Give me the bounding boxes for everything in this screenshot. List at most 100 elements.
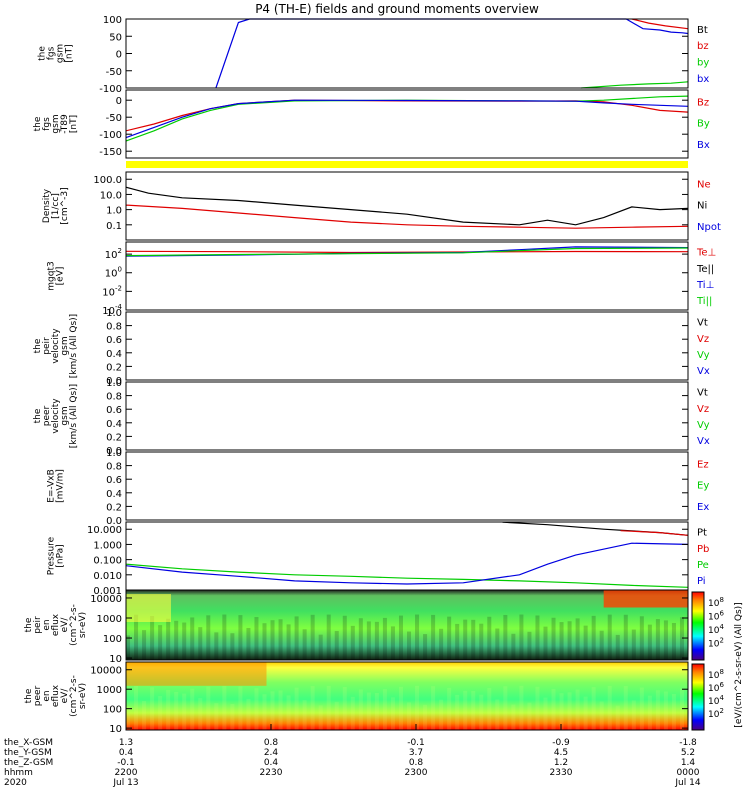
spectrogram-stripe (535, 686, 540, 730)
y-tick-label: 1.0 (106, 378, 122, 389)
y-axis-label-line: the (33, 408, 43, 423)
spectrogram-stripe (479, 694, 484, 730)
y-tick-label: 10 (109, 654, 122, 665)
y-axis-label: E=-VxB [mV/m] (47, 469, 66, 503)
colorbar-tick-label: 102 (708, 707, 724, 720)
spectrogram-stripe (479, 623, 484, 660)
panel-frame (125, 589, 689, 661)
y-axis-label: Pressure [nPa] (47, 536, 66, 575)
spectrogram-stripe (423, 704, 428, 730)
spectrogram-high-flux (603, 590, 688, 608)
spectrogram-fill (126, 590, 688, 660)
legend-entry-bx: bx (697, 74, 709, 85)
y-tick-label: 10.000 (87, 525, 122, 536)
spectrogram-stripe (270, 620, 275, 660)
spectrogram-stripe (358, 689, 363, 730)
legend-entry-bz: Bz (697, 97, 709, 108)
y-tick-label: 0.4 (106, 489, 122, 500)
x-tick-label: 0.8 (409, 758, 424, 768)
y-tick-label: 1000 (97, 685, 122, 696)
spectrogram-stripe (246, 627, 251, 660)
legend-entry-vz: Vz (697, 334, 709, 345)
spectrogram-high-flux (126, 662, 267, 686)
y-axis-label-line: sr-eV) (78, 683, 88, 709)
x-tick-label: 0000 (677, 768, 700, 778)
legend-entry-vy: Vy (697, 420, 710, 431)
spectrogram-stripe (318, 634, 323, 660)
spectrogram-stripe (407, 702, 412, 730)
spectrogram-stripe (567, 621, 572, 660)
y-axis-label-line: eflux (51, 613, 61, 636)
spectrogram-stripe (655, 619, 660, 660)
spectrogram-stripe (398, 615, 403, 660)
spectrogram-stripe (407, 631, 412, 660)
series-line-ni (125, 186, 689, 226)
spectrogram-stripe (254, 688, 259, 730)
spectrogram-stripe (679, 688, 684, 730)
spectrogram-stripe (174, 620, 179, 660)
spectrogram-stripe (455, 623, 460, 660)
spectrogram-stripe (671, 622, 676, 660)
spectrogram-stripe (559, 693, 564, 730)
spectrogram-stripe (166, 618, 171, 660)
y-tick-label: 10.0 (100, 190, 122, 201)
spectrogram-stripe (342, 687, 347, 730)
spectrogram-stripe (318, 705, 323, 730)
y-axis-label-line: gsm (60, 406, 70, 425)
spectrogram-stripe (519, 614, 524, 660)
spectrogram-stripe (182, 622, 187, 660)
y-tick-label: 0.6 (106, 405, 122, 416)
spectrogram-stripe (158, 696, 163, 730)
spectrogram-stripe (302, 700, 307, 730)
spectrogram-stripe (278, 619, 283, 660)
spectrogram-stripe (543, 626, 548, 660)
spectrogram-high-flux (126, 594, 171, 622)
spectrogram-stripe (599, 701, 604, 730)
y-axis-label: the peer velocity gsm [km/s (All Qs)] (33, 384, 79, 448)
y-tick-label: -50 (106, 67, 122, 78)
spectrogram-stripe (230, 633, 235, 660)
spectrogram-stripe (150, 687, 155, 730)
y-tick-label: 1.0 (106, 308, 122, 319)
y-tick-label: 0.100 (93, 556, 122, 567)
y-tick-label: 10000 (90, 594, 122, 605)
spectrogram-stripe (262, 694, 267, 730)
spectrogram-stripe (174, 691, 179, 730)
colorbar-label: [eV/(cm^2-s-sr-eV) (All Qs)] (734, 602, 744, 727)
spectrogram-stripe (423, 634, 428, 660)
panel-frame (125, 241, 689, 311)
x-tick-label: -0.1 (407, 738, 425, 748)
x-tick-label: 3.7 (409, 748, 423, 758)
x-tick-label: -0.9 (552, 738, 570, 748)
y-axis-label-line: the (33, 116, 43, 131)
spectrogram-stripe (551, 688, 556, 730)
y-axis-label-line: velocity (51, 398, 61, 434)
y-tick-label: 102 (105, 247, 122, 261)
legend-entry-vt: Vt (697, 318, 708, 329)
y-axis-label-line: en (42, 690, 52, 701)
legend-entry-pi: Pi (697, 576, 706, 587)
y-tick-label: 0.8 (106, 462, 122, 473)
series-line-ti|| (125, 247, 689, 257)
series-line-bz (125, 99, 689, 132)
panel-peir_en_eflux: 10000 1000 100 10 the peir en eflux eV/(cm^2-s-s… (24, 589, 689, 665)
legend-entry-vx: Vx (697, 366, 710, 377)
spectrogram-stripe (382, 617, 387, 660)
spectrogram-stripe (495, 699, 500, 730)
series-line-bx (215, 18, 689, 89)
y-tick-label: 0.001 (93, 586, 122, 597)
y-axis-label-line: the (24, 688, 34, 703)
y-tick-label: -100 (99, 130, 122, 141)
spectrogram-stripe (374, 692, 379, 730)
series-line-bz (631, 18, 689, 30)
spectrogram-stripe (350, 696, 355, 730)
spectrogram-stripe (198, 627, 203, 660)
y-tick-label: 0.0 (106, 516, 122, 527)
spectrogram-stripe (575, 689, 580, 730)
x-axis-row-label: the_X-GSM (4, 738, 53, 748)
spectrogram-stripe (390, 626, 395, 660)
y-axis-label: mgqt3 [eV] (47, 261, 66, 290)
spectrogram-stripe (543, 697, 548, 730)
legend-entry-vz: Vz (697, 404, 709, 415)
panel-peer_en_eflux: 10000 1000 100 10 the peer en eflux eV/(cm^2-s-s… (24, 661, 689, 735)
